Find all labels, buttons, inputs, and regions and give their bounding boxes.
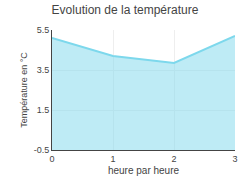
svg-text:1.5: 1.5 xyxy=(37,105,50,115)
svg-text:0: 0 xyxy=(49,154,54,164)
svg-text:3: 3 xyxy=(232,154,237,164)
svg-text:1: 1 xyxy=(110,154,115,164)
svg-text:-0.5: -0.5 xyxy=(34,145,50,155)
svg-text:Température en °C: Température en °C xyxy=(19,52,29,128)
svg-text:2: 2 xyxy=(171,154,176,164)
svg-text:Evolution de la température: Evolution de la température xyxy=(52,3,199,17)
svg-text:5.5: 5.5 xyxy=(37,25,50,35)
svg-text:3.5: 3.5 xyxy=(37,65,50,75)
svg-text:heure par heure: heure par heure xyxy=(108,165,180,176)
